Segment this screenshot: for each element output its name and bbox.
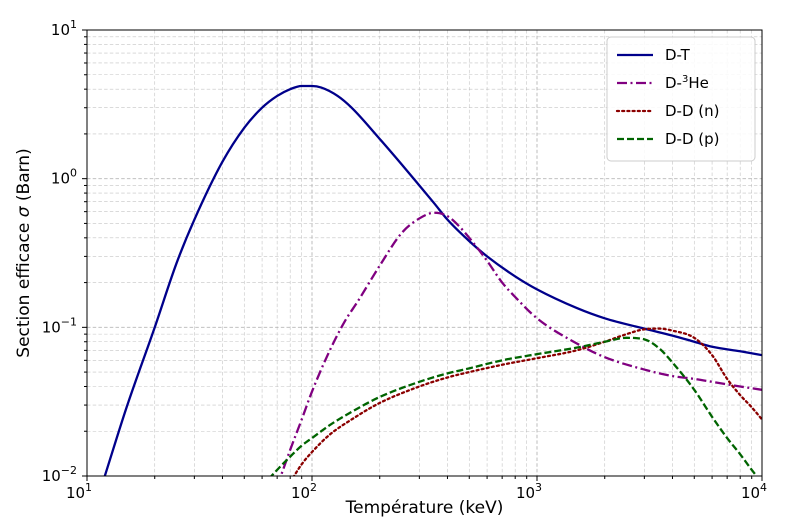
x-tick-exponent: 4 xyxy=(760,481,767,494)
series-line-d-d-p xyxy=(269,336,759,476)
y-axis-title-symbol: σ xyxy=(14,205,34,217)
x-tick-label: 104 xyxy=(741,481,767,502)
x-tick-exponent: 2 xyxy=(310,481,317,494)
grid xyxy=(86,29,763,477)
x-tick-label: 102 xyxy=(291,481,317,502)
legend-box xyxy=(606,36,756,162)
series-line-d-t xyxy=(103,84,762,476)
y-tick-exponent: −2 xyxy=(61,464,77,477)
y-tick-label: 10−1 xyxy=(42,315,77,336)
legend: D-T D-3He D-D (n) D-D (p) xyxy=(606,36,756,162)
x-tick-base: 10 xyxy=(516,484,535,502)
x-tick-label: 101 xyxy=(66,481,92,502)
y-axis-title-text: Section efficace xyxy=(14,217,34,357)
y-axis-title-unit: (Barn) xyxy=(14,148,34,206)
x-tick-exponent: 3 xyxy=(535,481,542,494)
legend-label-superscript: 3 xyxy=(682,74,688,85)
y-tick-exponent: 0 xyxy=(70,167,77,180)
legend-label-text: D- xyxy=(665,74,682,92)
plot-frame xyxy=(86,29,763,477)
x-axis-title: Température (keV) xyxy=(345,498,504,518)
y-tick-base: 10 xyxy=(42,467,61,485)
x-tick-label: 103 xyxy=(516,481,542,502)
legend-label-text: D-T xyxy=(665,46,691,64)
y-tick-label: 10−2 xyxy=(42,464,77,485)
y-tick-base: 10 xyxy=(42,318,61,336)
series-line-d-d-n xyxy=(292,327,762,476)
x-tick-base: 10 xyxy=(66,484,85,502)
y-tick-label: 100 xyxy=(51,167,77,188)
legend-label-suffix: He xyxy=(688,74,709,92)
legend-label-d-d-p: D-D (p) xyxy=(665,130,720,148)
y-axis-title: Section efficace σ (Barn) xyxy=(14,148,34,357)
y-tick-exponent: 1 xyxy=(70,18,77,31)
legend-label-d-t: D-T xyxy=(665,46,691,64)
y-tick-base: 10 xyxy=(51,21,70,39)
x-tick-exponent: 1 xyxy=(85,481,92,494)
y-tick-label: 101 xyxy=(51,18,77,39)
legend-label-d-d-n: D-D (n) xyxy=(665,102,720,120)
y-tick-base: 10 xyxy=(51,170,70,188)
y-tick-exponent: −1 xyxy=(61,315,77,328)
x-tick-base: 10 xyxy=(291,484,310,502)
legend-label-d-3he: D-3He xyxy=(665,74,709,92)
legend-label-text: D-D (p) xyxy=(665,130,720,148)
legend-label-text: D-D (n) xyxy=(665,102,720,120)
x-tick-base: 10 xyxy=(741,484,760,502)
series-layer xyxy=(103,84,762,476)
